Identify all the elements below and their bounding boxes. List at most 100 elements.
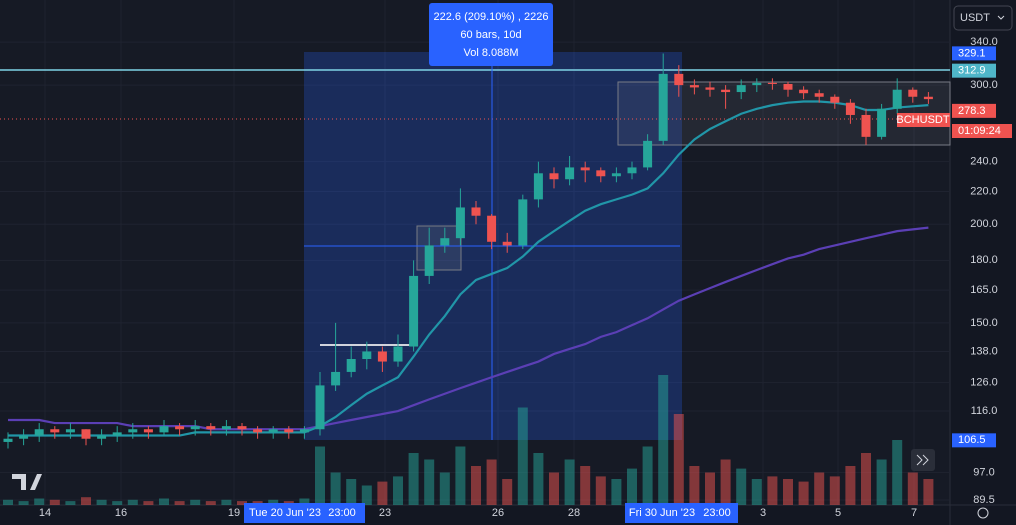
candle-body [705, 87, 715, 90]
volume-bar [876, 459, 887, 505]
volume-bar [502, 479, 513, 505]
volume-bar [517, 407, 528, 505]
volume-bar [112, 501, 123, 505]
volume-bar [268, 499, 279, 505]
volume-bar [736, 468, 747, 505]
y-tick-label: 240.0 [970, 156, 998, 168]
volume-bar [595, 476, 606, 505]
candle-body [409, 275, 419, 347]
price-tag [952, 46, 996, 61]
measure-text: 60 bars, 10d [460, 29, 521, 41]
candle-body [393, 346, 403, 362]
candle-body [627, 167, 637, 174]
candle-body [549, 173, 559, 180]
date-tag [244, 503, 312, 523]
price-label: 278.3 [958, 105, 986, 117]
volume-bar [439, 472, 450, 505]
scroll-icon[interactable] [916, 454, 929, 466]
candle-body [175, 426, 185, 430]
measure-tooltip [429, 3, 553, 66]
volume-bar [346, 479, 357, 505]
volume-bar [393, 476, 403, 505]
volume-bar [907, 472, 918, 505]
volume-bar [174, 501, 185, 505]
candle-body [190, 426, 200, 430]
candle-body [143, 429, 153, 433]
candle-body [923, 96, 933, 100]
candle-body [377, 351, 387, 362]
candle-body [596, 170, 606, 177]
candle-body [315, 385, 325, 430]
candle-body [643, 140, 653, 168]
ema-line [8, 100, 929, 437]
y-tick-label: 165.0 [970, 284, 998, 296]
settings-icon[interactable] [977, 507, 989, 519]
x-label: 26 [492, 507, 504, 519]
x-label: 7 [911, 507, 917, 519]
candle-body [346, 358, 356, 372]
price-label: 329.1 [958, 47, 986, 59]
y-tick-label: 97.0 [973, 466, 994, 478]
x-label: Fri 30 Jun '23 [629, 507, 695, 519]
candle-body [689, 85, 699, 88]
volume-bar [486, 459, 497, 505]
volume-bar [81, 497, 91, 505]
date-tag [312, 503, 365, 523]
volume-bar [471, 466, 481, 505]
volume-bar [533, 453, 544, 505]
candle-body [331, 371, 341, 386]
candle-body [892, 89, 902, 109]
candle-body [221, 426, 231, 430]
volume-bar [642, 446, 653, 505]
ma-line [8, 226, 929, 431]
y-tick-label: 116.0 [971, 405, 998, 417]
volume-bar [627, 468, 637, 505]
candle-body [736, 85, 746, 93]
volume-bar [861, 453, 871, 505]
volume-bar [783, 479, 793, 505]
candle-body [206, 426, 216, 430]
volume-bar [580, 466, 591, 505]
volume-bar [190, 499, 201, 505]
candle-body [50, 429, 60, 433]
candle-body [611, 173, 621, 177]
candle-body [268, 429, 278, 433]
currency-button[interactable] [953, 5, 1013, 31]
candle-body [580, 167, 590, 171]
candle-body [518, 199, 528, 246]
volume-bar [34, 498, 45, 505]
volume-bar [237, 501, 247, 505]
candle-body [362, 351, 372, 359]
scroll-button[interactable] [911, 449, 935, 471]
volume-bar [455, 446, 466, 505]
y-tick-label: 126.0 [970, 377, 998, 389]
logo [12, 474, 42, 490]
currency[interactable]: USDT [960, 12, 990, 24]
price-label: 106.5 [958, 434, 986, 446]
candle-body [752, 82, 762, 86]
volume-bar [564, 459, 575, 505]
volume-bar [361, 485, 372, 505]
candle-body [3, 438, 13, 442]
y-tick-label: 150.0 [970, 317, 998, 329]
y-tick-label: 180.0 [970, 254, 998, 266]
volume-bar [330, 472, 341, 505]
candle-body [814, 93, 824, 97]
x-label: 5 [835, 507, 841, 519]
candle-body [284, 429, 294, 433]
volume-bar [549, 472, 559, 505]
dropdown-icon[interactable] [997, 15, 1005, 20]
candle-body [721, 89, 731, 93]
candle-body [877, 108, 887, 137]
volume-bar [689, 466, 700, 505]
x-label: 3 [760, 507, 766, 519]
volume-bar [751, 479, 762, 505]
volume-bar [705, 472, 715, 505]
countdown: 01:09:24 [958, 125, 1001, 137]
volume-bar [829, 476, 840, 505]
volume-bar [845, 466, 856, 505]
candle-body [19, 435, 29, 439]
volume-bar [424, 459, 435, 505]
x-label: 19 [228, 507, 240, 519]
price-label: 312.9 [958, 65, 986, 77]
